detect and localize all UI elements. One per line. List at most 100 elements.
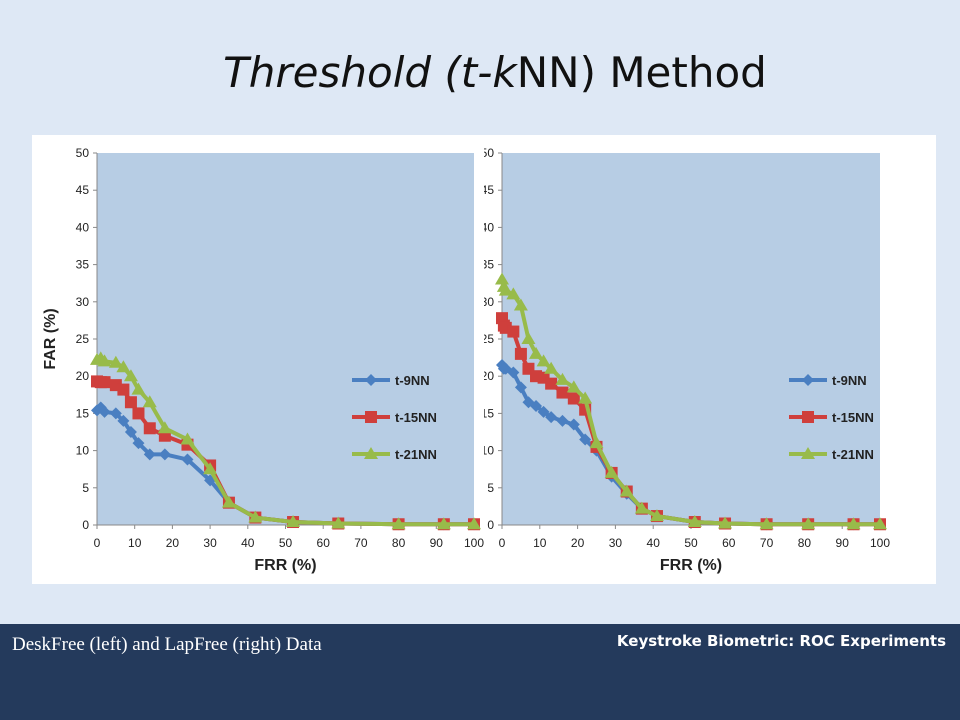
y-axis-label: FAR (%) <box>42 308 59 369</box>
x-tick-label: 80 <box>798 536 812 550</box>
data-point-t-21NN <box>536 354 551 367</box>
plot-area <box>502 153 880 525</box>
x-tick-label: 90 <box>430 536 444 550</box>
data-point-t-21NN <box>180 432 195 445</box>
data-point-t-21NN <box>801 517 816 530</box>
x-tick-label: 0 <box>499 536 506 550</box>
data-point-t-21NN <box>578 391 593 404</box>
data-point-t-9NN <box>522 396 535 409</box>
x-tick-label: 70 <box>354 536 368 550</box>
y-tick-label: 45 <box>76 183 90 197</box>
x-tick-label: 20 <box>166 536 180 550</box>
data-point-t-21NN <box>589 436 604 449</box>
x-tick-label: 30 <box>203 536 217 550</box>
y-tick-label: 35 <box>484 258 494 272</box>
title-normal-part: NN) Method <box>516 48 767 97</box>
data-point-t-21NN <box>286 515 301 528</box>
x-tick-label: 70 <box>760 536 774 550</box>
y-tick-label: 15 <box>76 406 90 420</box>
x-tick-label: 90 <box>836 536 850 550</box>
y-tick-label: 10 <box>76 444 90 458</box>
y-tick-label: 20 <box>484 369 494 383</box>
chart-lapfree: 0 5 10 15 20 25 30 35 40 45 50 0 10 20 30 40 50 60 70 80 90 1… <box>484 146 890 574</box>
data-point-t-21NN <box>555 372 570 385</box>
data-point-t-15NN <box>98 376 111 389</box>
x-tick-label: 80 <box>392 536 406 550</box>
data-point-t-21NN <box>131 382 146 395</box>
legend-label-t-9NN: t-9NN <box>832 373 867 388</box>
legend-marker-t-21NN <box>801 447 815 459</box>
data-point-t-9NN <box>556 414 569 427</box>
data-point-t-9NN <box>181 453 194 466</box>
data-point-t-21NN <box>157 421 172 434</box>
y-tick-label: 10 <box>484 444 494 458</box>
y-tick-label: 30 <box>76 295 90 309</box>
data-point-t-9NN <box>537 405 550 418</box>
data-point-t-15NN <box>507 325 520 338</box>
x-tick-label: 30 <box>609 536 623 550</box>
data-point-t-15NN <box>143 422 156 435</box>
legend-label-t-15NN: t-15NN <box>832 410 874 425</box>
data-point-t-9NN <box>132 437 145 450</box>
data-point-t-9NN <box>579 433 592 446</box>
x-tick-label: 10 <box>128 536 142 550</box>
data-point-t-21NN <box>846 517 861 530</box>
y-tick-label: 35 <box>76 258 90 272</box>
data-point-t-21NN <box>498 283 513 296</box>
data-point-t-21NN <box>544 361 559 374</box>
data-point-t-15NN <box>567 392 580 405</box>
y-tick-label: 25 <box>76 332 90 346</box>
data-point-t-21NN <box>521 332 536 344</box>
y-tick-label: 25 <box>484 332 494 346</box>
data-point-t-21NN <box>566 380 581 393</box>
data-point-t-9NN <box>98 405 111 418</box>
chart-deskfree: 0 5 10 15 20 25 30 35 40 45 50 0 10 20 30 40 50 60 70 80 90 1… <box>42 146 484 574</box>
legend-label-t-15NN: t-15NN <box>395 410 437 425</box>
data-point-t-21NN <box>391 517 406 530</box>
data-point-t-21NN <box>436 517 451 530</box>
data-point-t-9NN <box>158 448 171 461</box>
data-point-t-9NN <box>567 418 580 431</box>
footer-title: Keystroke Biometric: ROC Experiments <box>616 632 946 650</box>
data-point-t-21NN <box>718 516 733 529</box>
data-point-t-15NN <box>556 386 569 399</box>
y-tick-label: 5 <box>82 481 89 495</box>
data-point-t-21NN <box>203 462 218 475</box>
y-tick-label: 50 <box>484 146 494 160</box>
data-point-t-21NN <box>604 465 619 478</box>
data-point-t-21NN <box>248 510 263 523</box>
x-tick-label: 0 <box>94 536 101 550</box>
data-point-t-21NN <box>116 360 131 373</box>
x-tick-label: 50 <box>279 536 293 550</box>
x-tick-label: 60 <box>317 536 331 550</box>
x-tick-label: 20 <box>571 536 585 550</box>
x-tick-label: 10 <box>533 536 547 550</box>
legend-marker-t-9NN <box>365 374 377 386</box>
y-tick-label: 40 <box>76 220 90 234</box>
data-point-t-9NN <box>507 366 520 379</box>
slide-title: Threshold (t-kNN) Method <box>0 48 960 97</box>
data-point-t-21NN <box>687 515 702 528</box>
y-tick-label: 5 <box>487 481 494 495</box>
data-point-t-21NN <box>221 495 236 508</box>
data-point-t-21NN <box>619 484 634 497</box>
data-point-t-15NN <box>514 347 527 360</box>
data-point-t-9NN <box>530 399 543 412</box>
data-point-t-9NN <box>499 362 512 375</box>
data-point-t-9NN <box>545 411 558 424</box>
data-point-t-21NN <box>873 517 887 530</box>
data-point-t-9NN <box>117 414 130 427</box>
x-axis-label: FRR (%) <box>660 557 722 574</box>
data-point-t-21NN <box>97 354 112 367</box>
legend-marker-t-9NN <box>802 374 814 386</box>
y-tick-label: 50 <box>76 146 90 160</box>
data-point-t-9NN <box>143 448 156 461</box>
x-axis-label: FRR (%) <box>254 557 316 574</box>
x-tick-label: 40 <box>647 536 661 550</box>
data-point-t-9NN <box>109 407 122 420</box>
footer-caption: DeskFree (left) and LapFree (right) Data <box>12 634 322 655</box>
y-tick-label: 0 <box>487 518 494 532</box>
data-point-t-21NN <box>142 395 157 408</box>
legend-marker-t-21NN <box>364 447 378 459</box>
legend-marker-t-15NN <box>802 411 814 423</box>
